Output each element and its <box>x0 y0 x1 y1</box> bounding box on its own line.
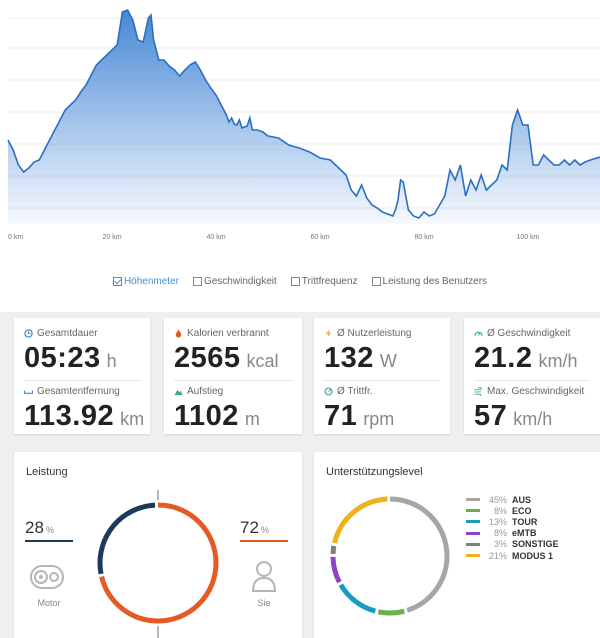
divider <box>24 380 140 381</box>
cadence-icon <box>324 387 333 396</box>
sie-label: Sie <box>257 598 271 608</box>
duration-value: 05:23 h <box>24 342 117 374</box>
motor-share: 28% <box>25 518 73 542</box>
stat-card-duration-distance: Gesamtdauer 05:23 h Gesamtentfernung 113.… <box>14 318 150 434</box>
motor-label: Motor <box>37 598 61 608</box>
mountain-icon <box>174 389 183 396</box>
elevation-area <box>8 10 600 224</box>
user-icon <box>251 561 277 592</box>
legend-item-trittfrequenz[interactable]: Trittfrequenz <box>290 276 358 287</box>
sie-share-line <box>240 540 288 542</box>
power-value: 132 W <box>324 342 397 374</box>
elevation-line <box>7 8 600 219</box>
sie-share: 72% <box>240 518 288 542</box>
x-tick-label: 60 km <box>310 234 329 241</box>
legend-row-modus-1: 21% MODUS 1 <box>466 550 559 561</box>
legend-row-emtb: 8% eMTB <box>466 528 559 539</box>
level-color-swatch <box>466 520 480 524</box>
x-tick-label: 100 km <box>517 234 540 241</box>
stat-card-power-cadence: Ø Nutzerleistung 132 W Ø Trittfr. 71 rpm <box>314 318 450 434</box>
leistung-panel: Leistung 28% Motor 72% Sie <box>14 452 302 638</box>
chart-legend: Höhenmeter Geschwindigkeit Trittfrequenz… <box>0 276 600 287</box>
calories-value: 2565 kcal <box>174 342 279 374</box>
duration-label: Gesamtdauer <box>24 328 98 339</box>
legend-label: Geschwindigkeit <box>203 276 277 287</box>
checkbox-icon[interactable] <box>371 277 381 286</box>
leistung-title: Leistung <box>26 466 68 478</box>
wind-icon <box>474 387 482 396</box>
elevation-chart-svg: 0 km 20 km 40 km 60 km 80 km 100 km <box>7 8 600 241</box>
divider <box>324 380 440 381</box>
avg-speed-label: Ø Geschwindigkeit <box>474 328 570 339</box>
support-level-legend: 45% AUS 8% ECO 13% TOUR 8% eMTB 3% SONST… <box>466 494 559 561</box>
avg-speed-value: 21.2 km/h <box>474 342 578 374</box>
max-speed-label: Max. Geschwindigkeit <box>474 386 584 397</box>
divider <box>174 380 292 381</box>
cadence-value: 71 rpm <box>324 400 395 432</box>
legend-row-aus: 45% AUS <box>466 494 559 505</box>
checkbox-checked-icon[interactable] <box>112 277 122 286</box>
calories-label: Kalorien verbrannt <box>174 328 269 339</box>
level-color-swatch <box>466 554 480 558</box>
distance-icon <box>24 390 33 394</box>
elevation-chart: 0 km 20 km 40 km 60 km 80 km 100 km Höhenmete… <box>0 0 600 312</box>
motor-share-line <box>25 540 73 542</box>
divider <box>474 380 590 381</box>
support-level-arc <box>330 496 450 616</box>
distance-label: Gesamtentfernung <box>24 386 120 397</box>
legend-row-tour: 13% TOUR <box>466 516 559 527</box>
x-tick-label: 40 km <box>206 234 225 241</box>
x-tick-label: 0 km <box>8 234 23 241</box>
legend-item-hoehenmeter[interactable]: Höhenmeter <box>112 276 179 287</box>
support-level-donut <box>330 496 450 616</box>
motor-share-arc <box>97 502 219 624</box>
level-color-swatch <box>466 509 480 513</box>
ascent-label: Aufstieg <box>174 386 223 397</box>
legend-label: Trittfrequenz <box>301 276 358 287</box>
legend-label: Höhenmeter <box>123 276 179 287</box>
legend-row-sonstige: 3% SONSTIGE <box>466 539 559 550</box>
stat-card-calories-ascent: Kalorien verbrannt 2565 kcal Aufstieg 110… <box>164 318 302 434</box>
power-label: Ø Nutzerleistung <box>324 328 411 339</box>
legend-row-eco: 8% ECO <box>466 505 559 516</box>
distance-value: 113.92 km <box>24 400 145 432</box>
stat-card-speed: Ø Geschwindigkeit 21.2 km/h Max. Geschwin… <box>464 318 600 434</box>
support-level-title: Unterstützungslevel <box>326 466 423 478</box>
flame-icon <box>175 329 182 338</box>
lightning-icon <box>325 329 332 338</box>
sie-share-arc <box>97 502 219 624</box>
x-tick-label: 20 km <box>102 234 121 241</box>
checkbox-icon[interactable] <box>192 277 202 286</box>
ascent-value: 1102 m <box>174 400 260 432</box>
clock-icon <box>24 329 33 338</box>
support-level-arc <box>330 496 450 616</box>
cadence-label: Ø Trittfr. <box>324 386 373 397</box>
max-speed-value: 57 km/h <box>474 400 553 432</box>
x-tick-label: 80 km <box>414 234 433 241</box>
legend-item-leistung-benutzer[interactable]: Leistung des Benutzers <box>371 276 488 287</box>
leistung-donut <box>97 490 219 638</box>
support-level-panel: Unterstützungslevel <box>314 452 600 638</box>
motor-icon <box>30 565 64 589</box>
level-color-swatch <box>466 542 480 546</box>
level-color-swatch <box>466 498 480 502</box>
legend-item-geschwindigkeit[interactable]: Geschwindigkeit <box>192 276 277 287</box>
speedometer-icon <box>474 331 483 336</box>
level-color-swatch <box>466 531 480 535</box>
legend-label: Leistung des Benutzers <box>382 276 488 287</box>
checkbox-icon[interactable] <box>290 277 300 286</box>
